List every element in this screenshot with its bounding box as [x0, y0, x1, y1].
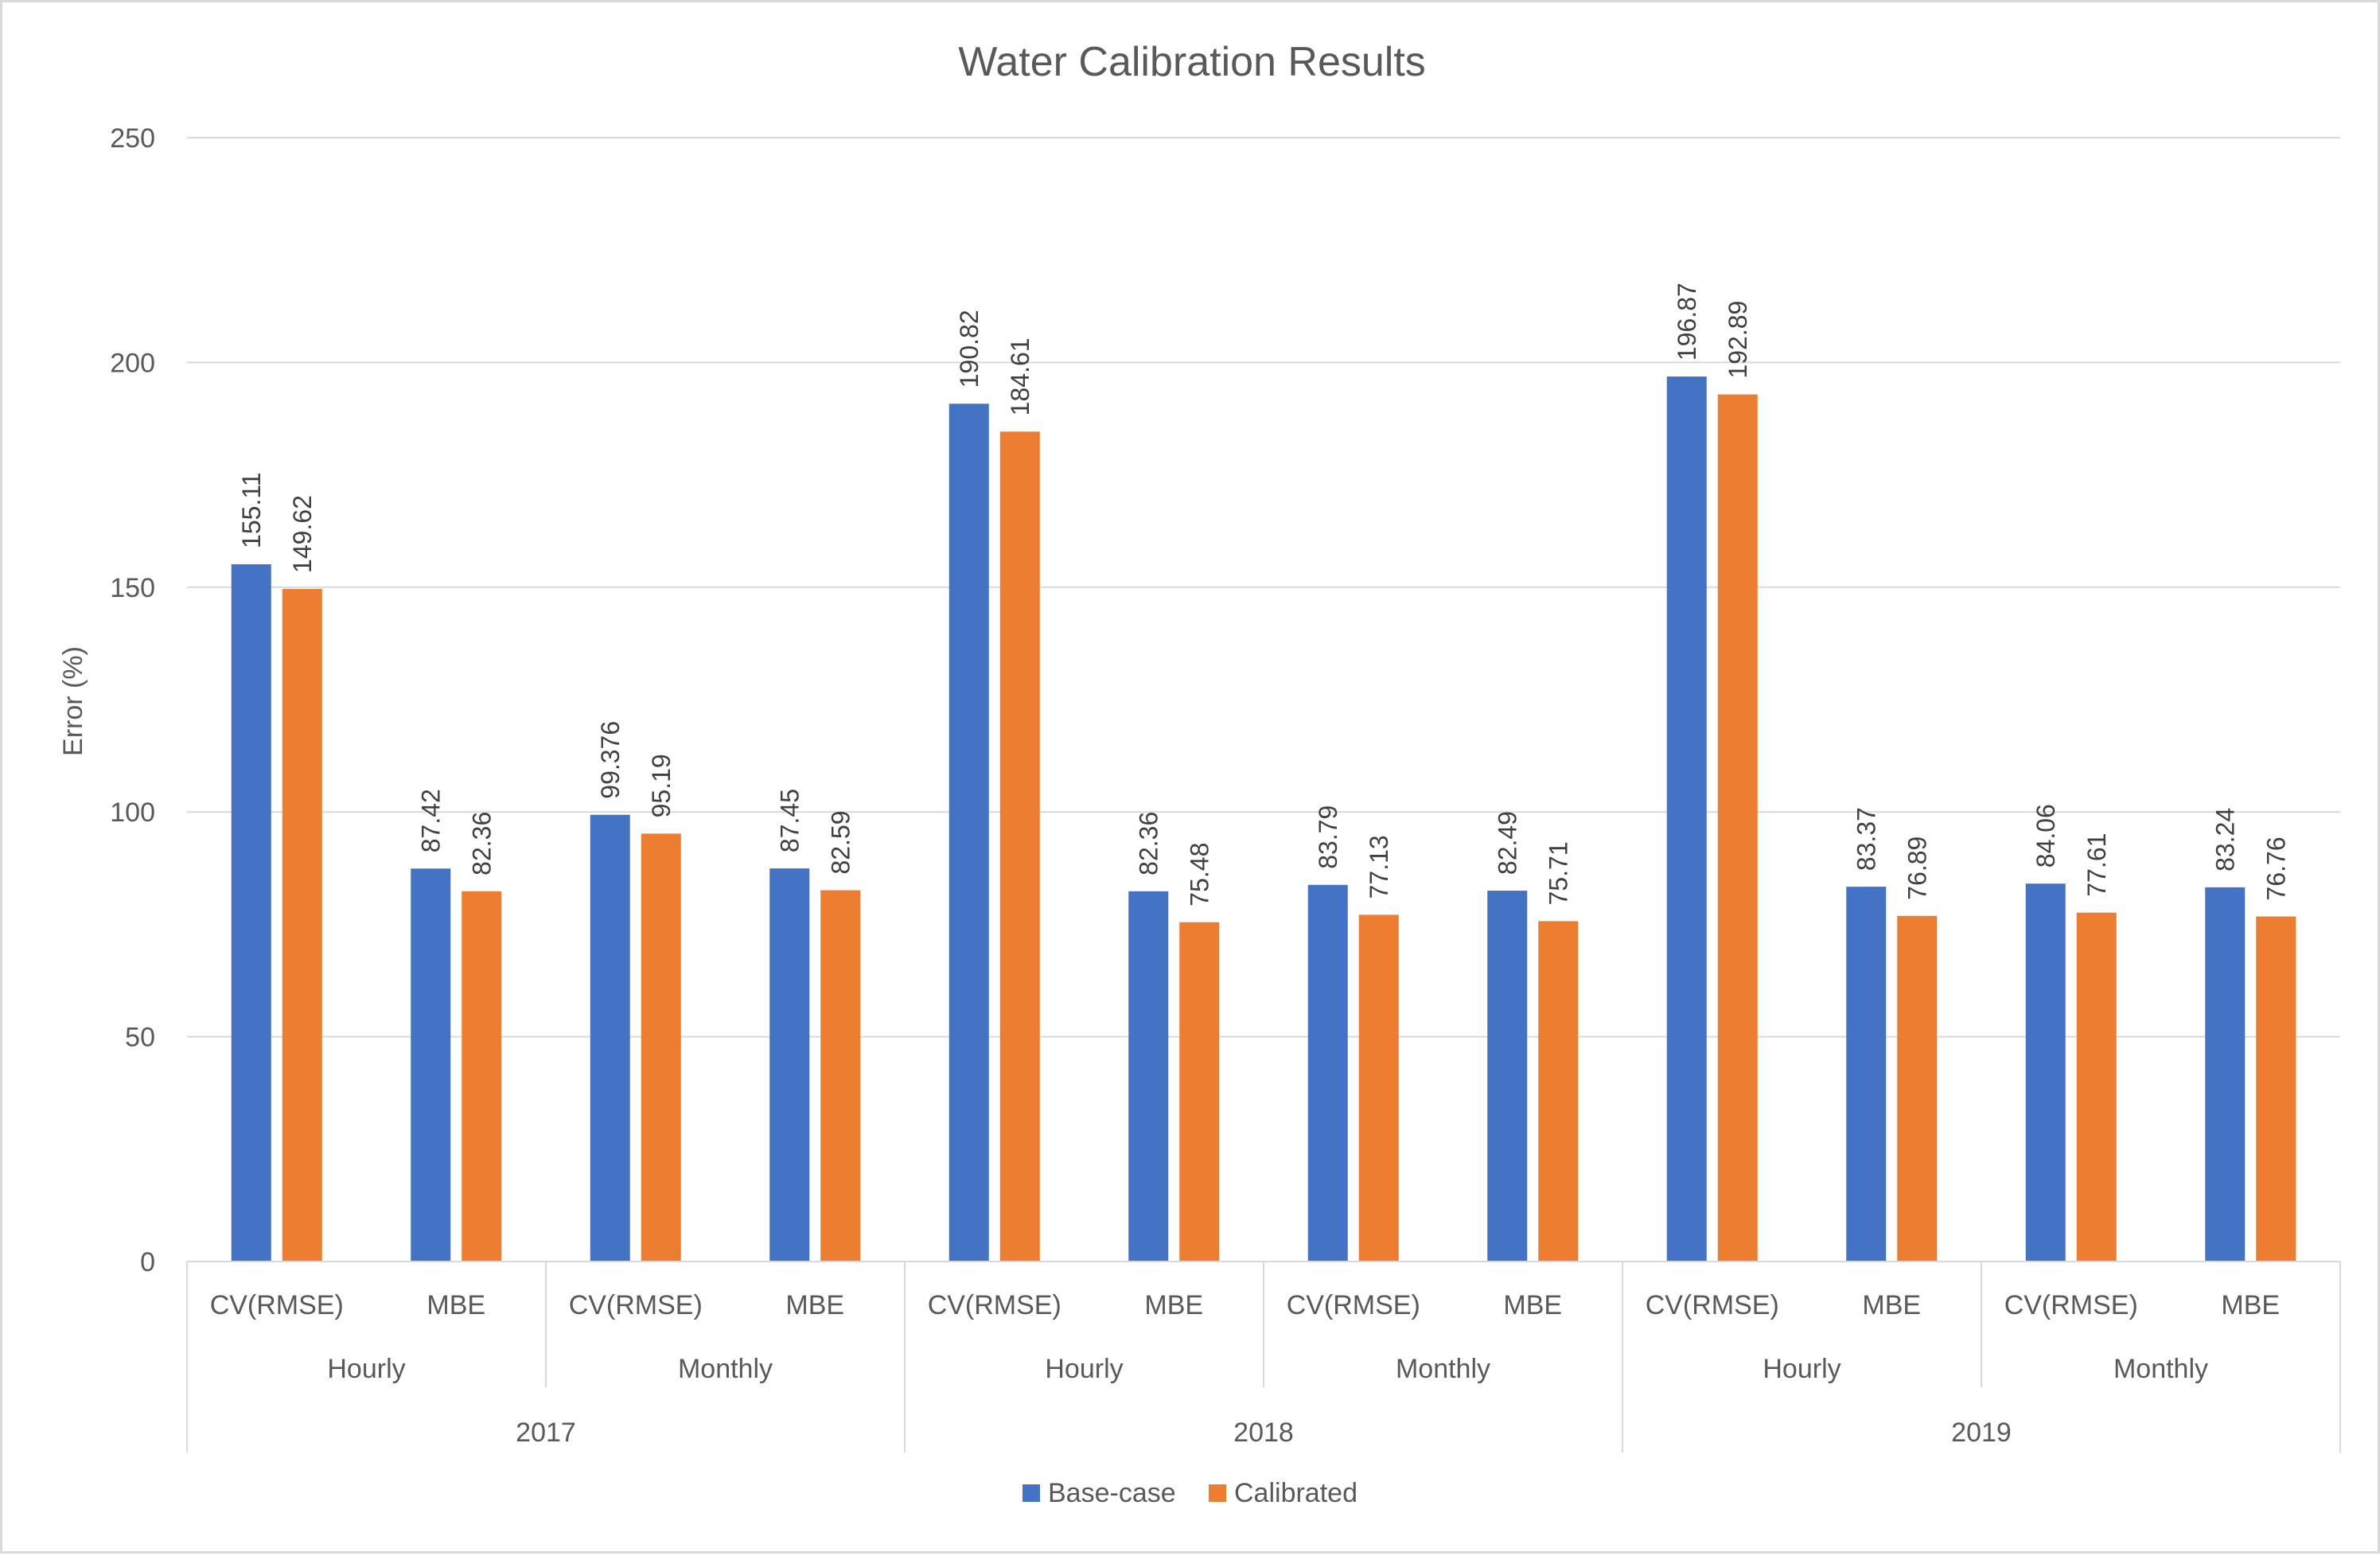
data-label: 99.376 — [596, 721, 625, 799]
legend-swatch-base-case — [1023, 1484, 1040, 1502]
x-category-label: MBE — [1862, 1290, 1921, 1320]
x-category-label: CV(RMSE) — [1287, 1290, 1420, 1320]
bar-calibrated-4 — [999, 431, 1040, 1262]
data-label: 83.37 — [1852, 807, 1880, 871]
y-axis-ticks: 0 50 100 150 200 250 — [110, 123, 155, 1277]
bar-calibrated-6 — [1358, 914, 1399, 1262]
data-label: 77.61 — [2082, 833, 2111, 897]
x-category-label: MBE — [2221, 1290, 2280, 1320]
data-labels: 155.11 87.42 99.376 87.45 190.82 82.36 83.79 82… — [237, 283, 2291, 906]
x-category-label: MBE — [427, 1290, 485, 1320]
x-category-label: CV(RMSE) — [210, 1290, 344, 1320]
bar-base-case-0 — [231, 564, 271, 1262]
data-label: 95.19 — [647, 754, 676, 817]
bar-calibrated-11 — [2256, 916, 2296, 1262]
bar-calibrated-8 — [1717, 394, 1758, 1262]
data-label: 192.89 — [1724, 301, 1752, 379]
legend-label: Calibrated — [1234, 1478, 1357, 1508]
x-group-label: Monthly — [1396, 1354, 1490, 1384]
bar-base-case-3 — [769, 868, 810, 1262]
bar-base-case-11 — [2205, 887, 2246, 1262]
bars — [231, 376, 2296, 1262]
data-label: 155.11 — [237, 472, 266, 548]
chart-title: Water Calibration Results — [958, 39, 1426, 85]
y-tick-label: 200 — [110, 348, 155, 378]
bar-calibrated-3 — [820, 890, 861, 1262]
y-tick-label: 250 — [110, 123, 155, 154]
data-label: 84.06 — [2031, 804, 2060, 868]
data-label: 77.13 — [1365, 835, 1393, 899]
legend-label: Base-case — [1048, 1478, 1176, 1508]
data-label: 75.71 — [1544, 841, 1572, 905]
bar-calibrated-7 — [1538, 921, 1579, 1262]
data-label: 82.36 — [467, 812, 496, 875]
bar-base-case-6 — [1307, 884, 1348, 1262]
bar-base-case-9 — [1846, 887, 1887, 1262]
x-axis: CV(RMSE) MBE CV(RMSE) MBE CV(RMSE) MBE CV(RMSE… — [186, 1261, 2341, 1453]
data-label: 87.42 — [416, 789, 445, 852]
bar-calibrated-1 — [462, 891, 502, 1262]
data-label: 82.59 — [826, 810, 855, 874]
x-category-label: CV(RMSE) — [569, 1290, 703, 1320]
data-label: 83.79 — [1314, 805, 1342, 869]
x-group-label: Monthly — [2113, 1354, 2208, 1384]
data-label: 76.76 — [2261, 836, 2290, 900]
data-label: 184.61 — [1006, 337, 1034, 415]
data-label: 76.89 — [1903, 836, 1931, 900]
x-group-label: Hourly — [1763, 1354, 1841, 1384]
bar-base-case-5 — [1128, 891, 1169, 1262]
x-group-label: Hourly — [327, 1354, 405, 1384]
bar-calibrated-10 — [2076, 912, 2117, 1262]
data-label: 87.45 — [775, 789, 804, 852]
x-group-label: Hourly — [1045, 1354, 1123, 1384]
x-category-label: MBE — [785, 1290, 844, 1320]
data-label: 75.48 — [1185, 843, 1213, 907]
data-label: 190.82 — [955, 310, 984, 388]
y-axis-title: Error (%) — [58, 646, 88, 756]
x-category-label: CV(RMSE) — [928, 1290, 1061, 1320]
bar-base-case-8 — [1666, 376, 1707, 1262]
x-year-label: 2018 — [1233, 1418, 1294, 1448]
x-year-label: 2019 — [1951, 1418, 2012, 1448]
data-label: 82.49 — [1493, 811, 1521, 875]
data-label: 83.24 — [2211, 808, 2239, 872]
gridlines — [187, 137, 2340, 1262]
x-category-label: MBE — [1144, 1290, 1203, 1320]
y-tick-label: 0 — [140, 1247, 155, 1277]
bar-base-case-1 — [411, 868, 451, 1262]
bar-base-case-7 — [1487, 891, 1528, 1262]
bar-calibrated-2 — [641, 833, 681, 1262]
data-label: 196.87 — [1673, 283, 1701, 361]
x-category-label: CV(RMSE) — [2004, 1290, 2138, 1320]
x-category-label: CV(RMSE) — [1646, 1290, 1779, 1320]
bar-base-case-2 — [590, 814, 630, 1262]
bar-calibrated-5 — [1179, 922, 1220, 1262]
legend: Base-case Calibrated — [1023, 1478, 1357, 1508]
x-year-label: 2017 — [516, 1418, 576, 1448]
x-category-label: MBE — [1503, 1290, 1562, 1320]
bar-base-case-10 — [2025, 883, 2066, 1262]
legend-swatch-calibrated — [1209, 1484, 1226, 1502]
y-tick-label: 150 — [110, 573, 155, 603]
data-label: 149.62 — [288, 495, 317, 573]
y-tick-label: 100 — [110, 797, 155, 828]
y-tick-label: 50 — [125, 1023, 155, 1053]
bar-base-case-4 — [948, 404, 989, 1262]
bar-calibrated-0 — [282, 588, 322, 1262]
data-label: 82.36 — [1134, 812, 1163, 875]
x-group-label: Monthly — [678, 1354, 773, 1384]
bar-calibrated-9 — [1897, 915, 1938, 1262]
